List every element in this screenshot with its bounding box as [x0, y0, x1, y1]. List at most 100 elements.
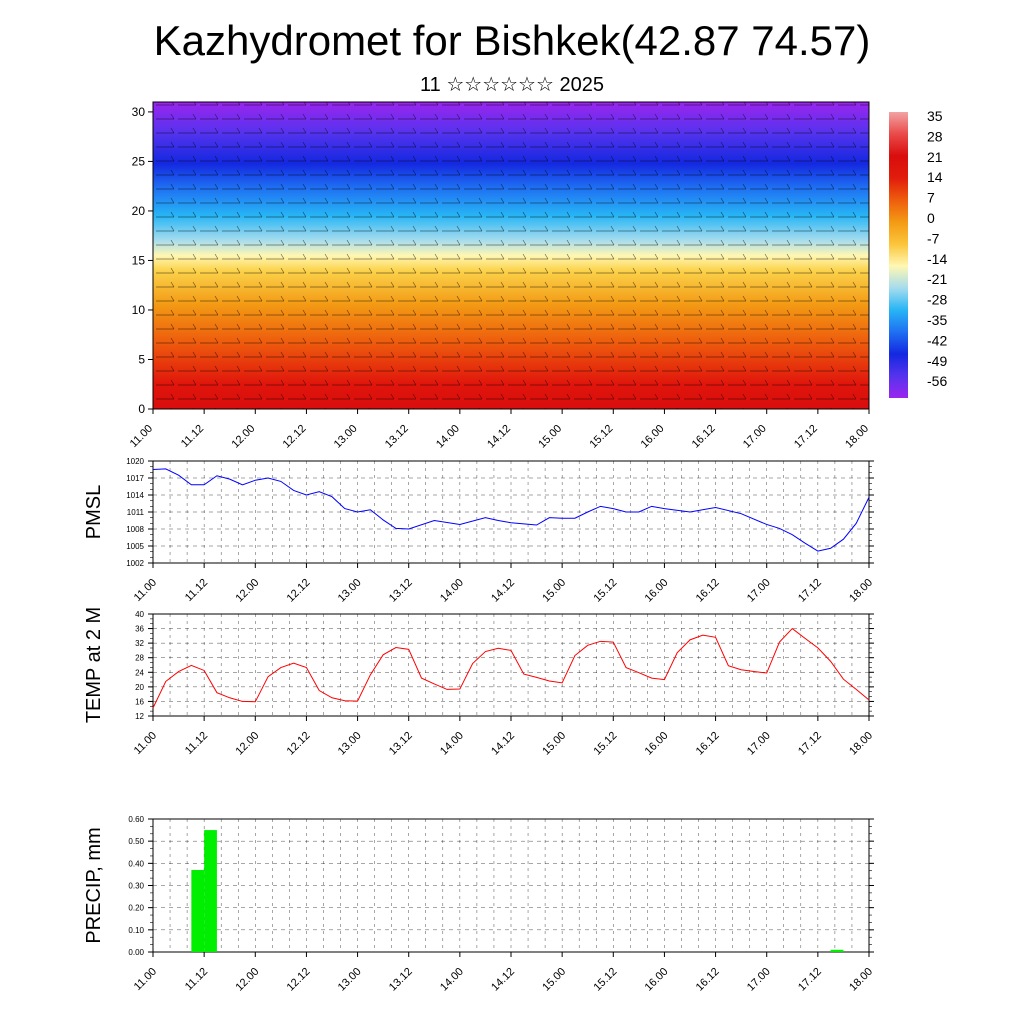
series-line	[153, 629, 869, 708]
x-tick-label: 16.00	[643, 577, 671, 605]
x-tick-label: 11.00	[132, 966, 159, 993]
y-axis-label: TEMP at 2 M	[83, 607, 105, 723]
x-tick-label: 14.12	[489, 577, 517, 605]
cross-section-panel: 0 5 10 15 20 25 30 11.00 11.12 12.00 12.12 13.00 13.…	[128, 102, 871, 451]
y-tick-label: 1011	[127, 508, 145, 517]
x-tick-label: 13.00	[336, 730, 364, 758]
y-tick-label: 20	[132, 204, 146, 218]
x-tick-label: 15.12	[591, 730, 619, 758]
x-tick-label: 14.00	[438, 730, 466, 758]
colorbar-label: -7	[927, 230, 940, 246]
colorbar-label: 14	[927, 169, 943, 185]
x-tick-label: 14.12	[489, 966, 517, 994]
precip-bar	[831, 950, 844, 952]
x-tick-label: 15.12	[591, 966, 619, 994]
y-axis-label: PMSL	[83, 485, 105, 539]
x-tick-label: 13.00	[336, 577, 364, 605]
x-tick-label: 16.12	[694, 966, 722, 994]
y-tick-label: 12	[135, 712, 144, 721]
x-tick-label: 13.00	[336, 966, 364, 994]
y-tick-label: 0.00	[128, 948, 144, 957]
x-tick-label: 18.00	[847, 966, 875, 994]
x-tick-label: 14.12	[489, 730, 517, 758]
y-tick-label: 20	[135, 683, 144, 692]
y-tick-label: 25	[132, 154, 146, 168]
x-tick-label: 12.00	[233, 966, 261, 994]
x-tick-label: 13.00	[332, 423, 360, 451]
x-tick-label: 17.00	[745, 730, 773, 758]
y-tick-label: 16	[135, 697, 144, 706]
x-tick-label: 13.12	[387, 966, 415, 994]
colorbar-label: -42	[927, 332, 947, 348]
y-axis-label: PRECIP, mm	[83, 827, 105, 943]
x-tick-label: 15.12	[591, 577, 619, 605]
wind-barbs-overlay	[153, 102, 869, 409]
x-tick-label: 16.00	[643, 730, 671, 758]
precip-bar	[191, 870, 204, 952]
x-tick-label: 11.00	[132, 577, 159, 604]
x-tick-label: 11.12	[183, 966, 210, 993]
colorbar-scale	[889, 112, 908, 398]
x-tick-label: 12.12	[285, 966, 313, 994]
x-tick-label: 17.12	[792, 423, 820, 451]
pmsl-panel: 1002 1005 1008 1011 1014 1017 1020 11.00 11.12 12…	[83, 457, 875, 605]
x-tick-label: 11.12	[183, 730, 210, 757]
y-tick-label: 15	[132, 253, 146, 267]
x-tick-label: 18.00	[847, 730, 875, 758]
x-tick-label: 11.12	[183, 577, 210, 604]
y-tick-label: 28	[135, 654, 144, 663]
x-tick-label: 15.00	[536, 423, 564, 451]
x-tick-label: 16.12	[690, 423, 718, 451]
y-tick-label: 0.50	[128, 837, 144, 846]
x-tick-label: 18.00	[843, 423, 871, 451]
x-tick-label: 12.12	[281, 423, 309, 451]
x-tick-label: 14.00	[438, 577, 466, 605]
x-tick-label: 11.00	[132, 730, 159, 757]
x-tick-label: 11.00	[128, 423, 155, 450]
colorbar-label: -14	[927, 251, 947, 267]
y-tick-label: 0.40	[128, 859, 144, 868]
y-tick-label: 40	[135, 610, 144, 619]
x-tick-label: 12.12	[285, 577, 313, 605]
colorbar-label: 0	[927, 210, 935, 226]
y-tick-label: 36	[135, 625, 144, 634]
x-tick-label: 15.00	[540, 966, 568, 994]
x-tick-label: 12.00	[233, 730, 261, 758]
x-tick-label: 13.12	[383, 423, 411, 451]
colorbar: 3528211470-7-14-21-28-35-42-49-56	[889, 108, 947, 398]
x-tick-label: 18.00	[847, 577, 875, 605]
x-tick-label: 17.00	[745, 966, 773, 994]
colorbar-label: -56	[927, 373, 947, 389]
y-tick-label: 0.10	[128, 926, 144, 935]
y-tick-label: 1008	[126, 525, 144, 534]
y-tick-label: 5	[138, 352, 145, 366]
y-tick-label: 10	[132, 303, 146, 317]
x-tick-label: 17.12	[796, 730, 824, 758]
x-tick-label: 11.12	[179, 423, 206, 450]
x-tick-label: 16.12	[694, 577, 722, 605]
x-tick-label: 17.12	[796, 577, 824, 605]
colorbar-label: 7	[927, 190, 935, 206]
colorbar-label: -49	[927, 353, 947, 369]
meteogram-figure: 05101520253011.00 11.12 12.00 12.12 13.00 13.…	[0, 0, 1024, 1024]
y-tick-label: 1002	[126, 559, 144, 568]
x-tick-label: 14.00	[438, 966, 466, 994]
x-tick-label: 13.12	[387, 730, 415, 758]
x-tick-label: 17.00	[741, 423, 769, 451]
y-tick-label: 1020	[126, 457, 144, 466]
colorbar-label: 28	[927, 128, 943, 144]
x-tick-label: 17.12	[796, 966, 824, 994]
x-tick-label: 14.12	[485, 423, 513, 451]
x-tick-label: 16.00	[643, 966, 671, 994]
y-tick-label: 32	[135, 639, 144, 648]
precip-panel: 0.00 0.10 0.20 0.30 0.40 0.50 0.60 11.00 11.12 12…	[83, 815, 875, 994]
y-tick-label: 0.20	[128, 904, 144, 913]
x-tick-label: 14.00	[434, 423, 462, 451]
y-tick-label: 0.60	[128, 815, 144, 824]
y-tick-label: 0	[138, 402, 145, 416]
y-tick-label: 1005	[126, 542, 144, 551]
y-tick-label: 1017	[126, 474, 144, 483]
y-tick-label: 24	[135, 668, 144, 677]
x-tick-label: 12.00	[229, 423, 257, 451]
y-tick-label: 1014	[126, 491, 144, 500]
